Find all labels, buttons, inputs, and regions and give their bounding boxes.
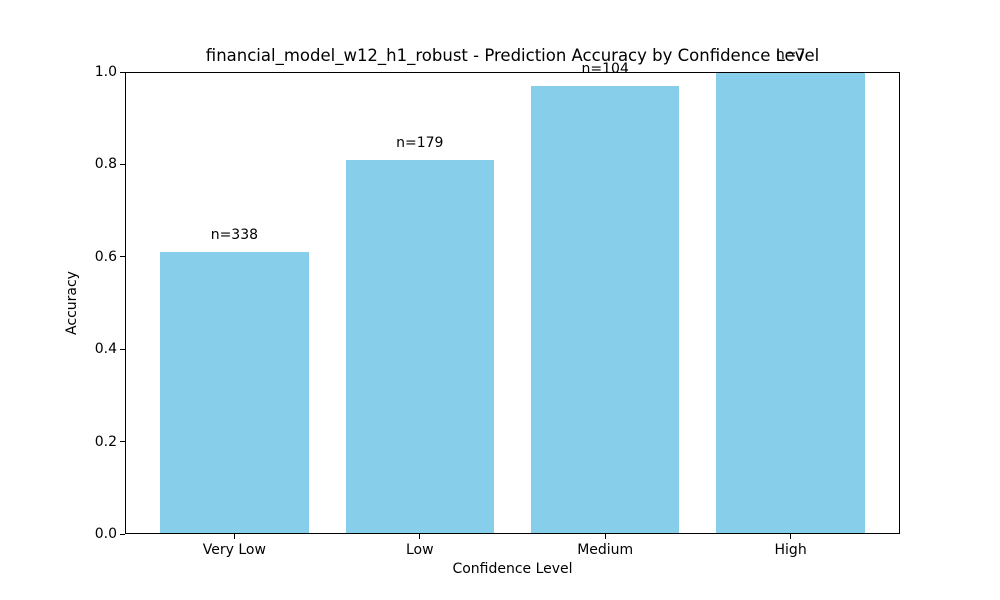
bar-count-label-very-low: n=338 xyxy=(210,227,259,244)
y-tick-mark-0.6 xyxy=(120,256,125,258)
y-tick-mark-0.8 xyxy=(120,163,125,165)
chart-title: financial_model_w12_h1_robust - Predicti… xyxy=(205,46,820,65)
x-tick-label-high: High xyxy=(774,542,807,558)
y-tick-mark-0.2 xyxy=(120,441,125,443)
x-tick-label-medium: Medium xyxy=(577,542,634,558)
bar-count-label-high: n=7 xyxy=(775,47,806,63)
y-tick-mark-0.0 xyxy=(120,533,125,535)
y-tick-label-0.6: 0.6 xyxy=(94,248,117,265)
x-tick-mark-high xyxy=(790,534,792,539)
y-tick-label-0.0: 0.0 xyxy=(94,526,117,542)
bar-medium xyxy=(531,85,680,534)
x-tick-label-very-low: Very Low xyxy=(202,542,266,558)
x-tick-mark-low xyxy=(419,534,421,539)
y-tick-label-1.0: 1.0 xyxy=(94,64,117,80)
x-tick-mark-very-low xyxy=(233,534,235,539)
y-tick-mark-1.0 xyxy=(120,71,125,73)
bar-count-label-medium: n=104 xyxy=(581,60,629,77)
y-tick-label-0.8: 0.8 xyxy=(94,156,117,173)
y-axis-label: Accuracy xyxy=(64,271,80,335)
bar-very-low xyxy=(160,252,309,534)
x-tick-label-low: Low xyxy=(405,542,434,558)
y-tick-mark-0.4 xyxy=(120,348,125,350)
bar-count-label-low: n=179 xyxy=(396,134,444,151)
bar-high xyxy=(716,72,865,534)
y-tick-label-0.2: 0.2 xyxy=(94,433,117,450)
x-tick-mark-medium xyxy=(604,534,606,539)
x-axis-label: Confidence Level xyxy=(452,561,573,577)
bar-low xyxy=(345,159,494,534)
y-tick-label-0.4: 0.4 xyxy=(94,341,117,358)
